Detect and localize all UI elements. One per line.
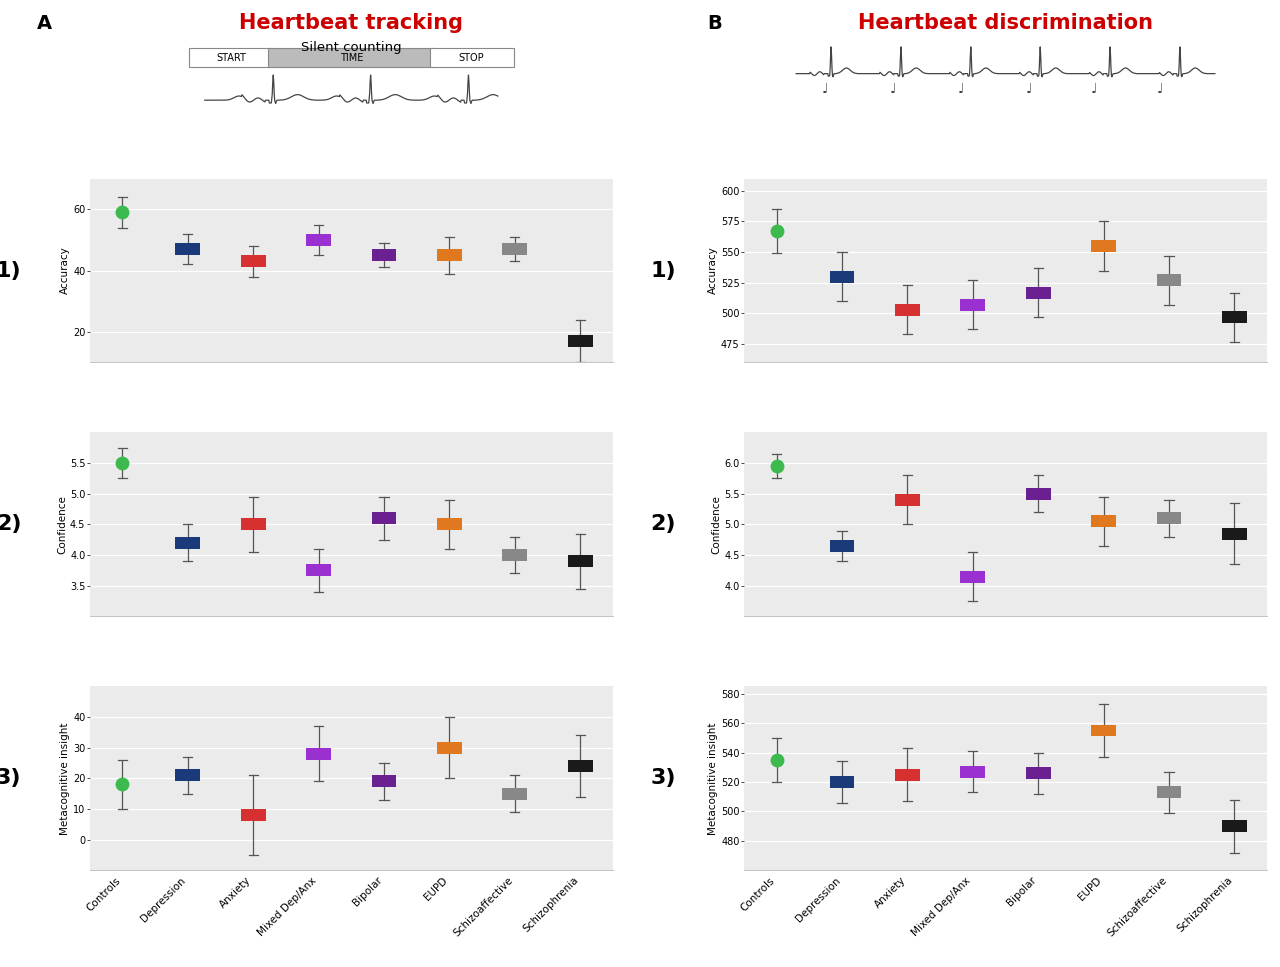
Text: Heartbeat tracking: Heartbeat tracking [239, 14, 463, 33]
FancyBboxPatch shape [503, 788, 527, 800]
FancyBboxPatch shape [1092, 724, 1116, 737]
FancyBboxPatch shape [895, 494, 920, 506]
FancyBboxPatch shape [175, 243, 200, 255]
Text: Heartbeat discrimination: Heartbeat discrimination [858, 14, 1153, 33]
Text: ♩: ♩ [1025, 82, 1032, 96]
FancyBboxPatch shape [306, 565, 332, 576]
FancyBboxPatch shape [371, 249, 397, 261]
Text: ♩: ♩ [957, 82, 964, 96]
FancyBboxPatch shape [503, 549, 527, 561]
Text: ♩: ♩ [822, 82, 828, 96]
FancyBboxPatch shape [371, 776, 397, 787]
FancyBboxPatch shape [175, 770, 200, 781]
FancyBboxPatch shape [895, 769, 920, 780]
Y-axis label: Accuracy: Accuracy [60, 247, 70, 294]
Text: A: A [37, 15, 52, 33]
FancyBboxPatch shape [1222, 820, 1247, 833]
FancyBboxPatch shape [189, 48, 273, 68]
Text: 2): 2) [650, 514, 676, 535]
Text: B: B [707, 15, 722, 33]
Text: ♩: ♩ [1157, 82, 1164, 96]
FancyBboxPatch shape [268, 48, 435, 68]
FancyBboxPatch shape [371, 513, 397, 524]
Text: ♩: ♩ [1092, 82, 1098, 96]
FancyBboxPatch shape [503, 243, 527, 255]
Text: TIME: TIME [339, 53, 364, 63]
FancyBboxPatch shape [568, 760, 593, 772]
FancyBboxPatch shape [430, 48, 513, 68]
FancyBboxPatch shape [829, 540, 854, 552]
FancyBboxPatch shape [568, 555, 593, 568]
FancyBboxPatch shape [436, 249, 462, 261]
Text: Silent counting: Silent counting [301, 41, 402, 54]
Y-axis label: Confidence: Confidence [712, 495, 722, 554]
FancyBboxPatch shape [1222, 528, 1247, 540]
Text: 2): 2) [0, 514, 22, 535]
FancyBboxPatch shape [1157, 275, 1181, 286]
FancyBboxPatch shape [829, 271, 854, 282]
FancyBboxPatch shape [895, 304, 920, 316]
Text: START: START [216, 53, 246, 63]
Y-axis label: Accuracy: Accuracy [708, 247, 718, 294]
FancyBboxPatch shape [306, 747, 332, 760]
FancyBboxPatch shape [241, 809, 265, 821]
FancyBboxPatch shape [1025, 487, 1051, 500]
Text: 1): 1) [0, 260, 22, 280]
FancyBboxPatch shape [1025, 286, 1051, 299]
Text: ♩: ♩ [890, 82, 896, 96]
FancyBboxPatch shape [175, 537, 200, 549]
FancyBboxPatch shape [829, 777, 854, 788]
FancyBboxPatch shape [241, 255, 265, 267]
FancyBboxPatch shape [1157, 513, 1181, 524]
FancyBboxPatch shape [306, 234, 332, 246]
Y-axis label: Confidence: Confidence [58, 495, 67, 554]
FancyBboxPatch shape [241, 518, 265, 530]
FancyBboxPatch shape [568, 335, 593, 347]
FancyBboxPatch shape [436, 518, 462, 530]
Text: 3): 3) [0, 769, 22, 788]
FancyBboxPatch shape [960, 766, 986, 777]
FancyBboxPatch shape [960, 571, 986, 582]
FancyBboxPatch shape [960, 299, 986, 310]
Y-axis label: Metacognitive insight: Metacognitive insight [708, 722, 718, 835]
FancyBboxPatch shape [1092, 515, 1116, 527]
Text: STOP: STOP [458, 53, 484, 63]
Y-axis label: Metacognitive insight: Metacognitive insight [60, 722, 70, 835]
FancyBboxPatch shape [1092, 240, 1116, 252]
Text: 1): 1) [650, 260, 676, 280]
FancyBboxPatch shape [1025, 767, 1051, 779]
FancyBboxPatch shape [436, 742, 462, 753]
FancyBboxPatch shape [1157, 786, 1181, 799]
FancyBboxPatch shape [1222, 311, 1247, 323]
Text: 3): 3) [650, 769, 676, 788]
